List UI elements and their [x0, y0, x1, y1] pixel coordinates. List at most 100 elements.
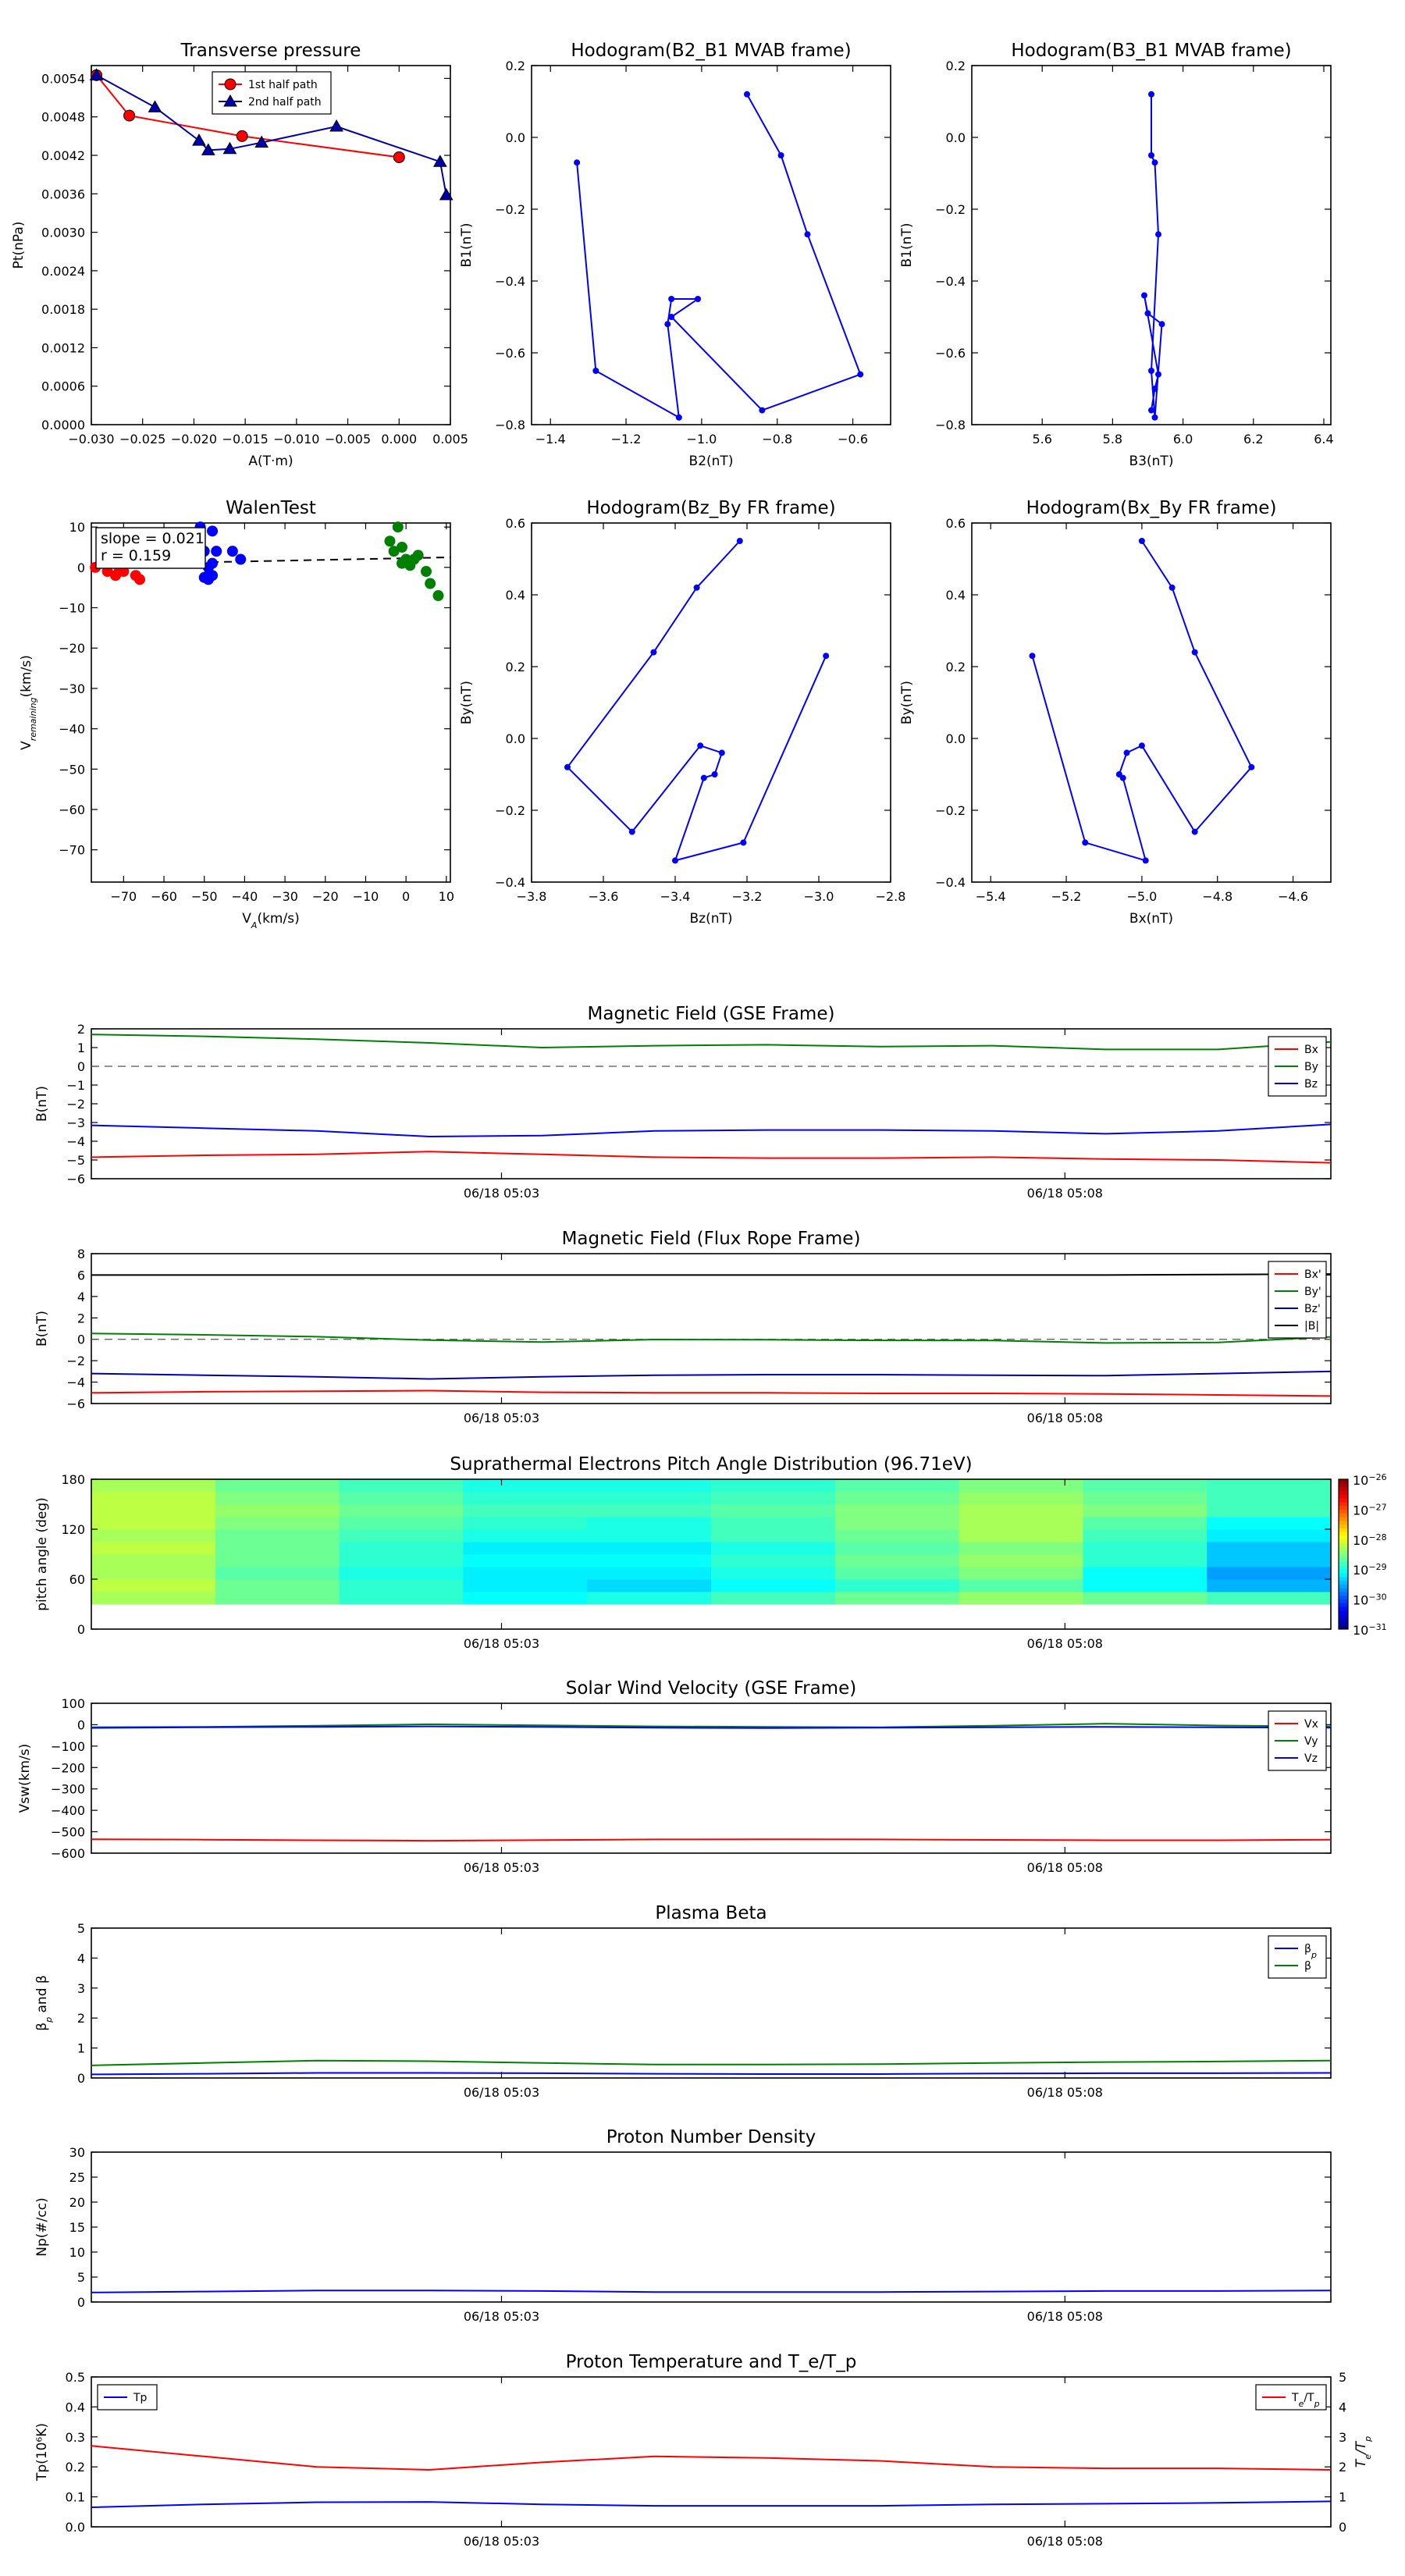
heatmap-cell [834, 1529, 960, 1542]
scatter-point [396, 542, 407, 553]
heatmap-cell [1083, 1579, 1208, 1592]
plot-frame [91, 522, 451, 883]
data-point [254, 135, 269, 148]
series-line-1 [91, 2290, 1332, 2293]
x-tick-label: 06/18 05:03 [464, 1186, 539, 1201]
heatmap-cell [959, 1592, 1083, 1605]
y-tick-label: 0.2 [66, 2460, 85, 2475]
series-line-|B| [91, 1273, 1332, 1276]
colorbar-segment [1339, 1482, 1348, 1488]
scatter-point [226, 546, 238, 557]
y-tick-label: −5 [66, 1153, 85, 1168]
heatmap-cell [463, 1592, 588, 1605]
heatmap-cell [711, 1492, 836, 1505]
y-tick-label: 0.2 [946, 660, 966, 674]
heatmap-cell [587, 1579, 712, 1592]
legend-marker [223, 94, 237, 107]
legend-label: |B| [1304, 1320, 1319, 1332]
colorbar-segment [1339, 1610, 1348, 1615]
heatmap-cell [834, 1554, 960, 1567]
data-point [1191, 649, 1198, 656]
series-line-T_e/T_p [91, 2445, 1332, 2471]
heatmap-cell [91, 1567, 216, 1580]
colorbar-segment [1339, 1532, 1348, 1536]
legend-label: Bx [1304, 1044, 1318, 1056]
colorbar-tick-label: 10−31 [1353, 1622, 1387, 1638]
y-tick-label: 0.4 [506, 588, 525, 603]
colorbar-segment [1339, 1569, 1348, 1574]
y-tick-label: −20 [59, 641, 85, 656]
heatmap-cell [339, 1567, 464, 1580]
colorbar-frame [1338, 1478, 1349, 1630]
transverse-pressure-chart: Transverse pressure −0.030 −0.025 −0.020 −0.… [11, 41, 468, 469]
heatmap-cell [1207, 1529, 1332, 1542]
heatmap-cell [339, 1504, 464, 1517]
x-tick-label: −0.030 [68, 432, 114, 447]
y-tick-label: 0.0 [506, 731, 525, 746]
y-tick-label: 10 [69, 2245, 85, 2260]
y-tick-label: −0.2 [495, 202, 525, 217]
x-tick-label: −10 [353, 889, 379, 904]
y2-tick-label: 3 [1339, 2430, 1346, 2445]
data-point [1142, 857, 1149, 864]
colorbar-segment [1339, 1595, 1348, 1600]
x-axis-label: VA(km/s) [242, 911, 299, 930]
x-tick-label: 5.6 [1032, 432, 1051, 447]
colorbar-segment [1339, 1621, 1348, 1626]
heatmap-cell [711, 1504, 836, 1517]
y-tick-label: −0.4 [935, 274, 966, 289]
y-tick-label: 25 [69, 2170, 85, 2185]
scatter-point [207, 557, 219, 569]
series-line-β [91, 2059, 1332, 2066]
data-point [148, 100, 162, 112]
y-tick-label: 0.4 [66, 2400, 85, 2414]
data-point [700, 774, 707, 781]
y-axis-label: βp and β [34, 1975, 54, 2030]
heatmap-cell [1083, 1554, 1208, 1567]
data-point [1151, 159, 1158, 166]
series-line-Vx [91, 1838, 1332, 1842]
y-tick-label: −4 [66, 1375, 85, 1390]
plot-frame [91, 1253, 1332, 1404]
heatmap-cell [587, 1592, 712, 1605]
data-point [236, 130, 248, 142]
x-tick-label: 06/18 05:08 [1027, 2309, 1103, 2324]
heatmap-cell [463, 1579, 588, 1592]
scatter-point [110, 570, 122, 582]
plot-frame [531, 522, 891, 883]
heatmap-cell [91, 1592, 216, 1605]
series-line-Bz' [91, 1370, 1332, 1380]
data-point [1168, 584, 1176, 591]
y-tick-label: 0.0 [66, 2520, 85, 2535]
y-tick-label: −10 [59, 601, 85, 616]
y-tick-label: 0.0 [946, 731, 966, 746]
heatmap-cell [91, 1554, 216, 1567]
y-axis-label: Tp(10⁶K) [34, 2423, 50, 2482]
y-tick-label: −0.2 [935, 202, 966, 217]
colorbar-segment [1339, 1576, 1348, 1582]
x-tick-label: −0.025 [119, 432, 165, 447]
data-point [777, 152, 784, 158]
x-tick-label: 6.2 [1243, 432, 1263, 447]
y2-tick-label: 4 [1339, 2400, 1346, 2414]
y-tick-label: 0.0012 [41, 340, 85, 355]
chart-title: Hodogram(Bx_By FR frame) [1026, 498, 1277, 518]
y2-tick-label: 2 [1339, 2460, 1346, 2475]
heatmap-cell [339, 1529, 464, 1542]
x-tick-label: 06/18 05:08 [1027, 2085, 1103, 2100]
data-point [1151, 386, 1158, 392]
plot-frame [971, 65, 1332, 425]
data-point [672, 857, 678, 864]
data-point [123, 109, 136, 122]
heatmap-cell [1207, 1479, 1332, 1493]
y-axis-label: Vremaining(km/s) [19, 655, 38, 750]
heatmap-cell [587, 1567, 712, 1580]
x-tick-label: 06/18 05:03 [464, 1860, 539, 1875]
heatmap-cell [91, 1479, 216, 1493]
heatmap-cell [463, 1567, 588, 1580]
y-tick-label: 0.6 [506, 516, 525, 531]
series-line-Vz [91, 1725, 1332, 1729]
heatmap-cell [1207, 1554, 1332, 1567]
y-tick-label: 60 [69, 1572, 85, 1587]
